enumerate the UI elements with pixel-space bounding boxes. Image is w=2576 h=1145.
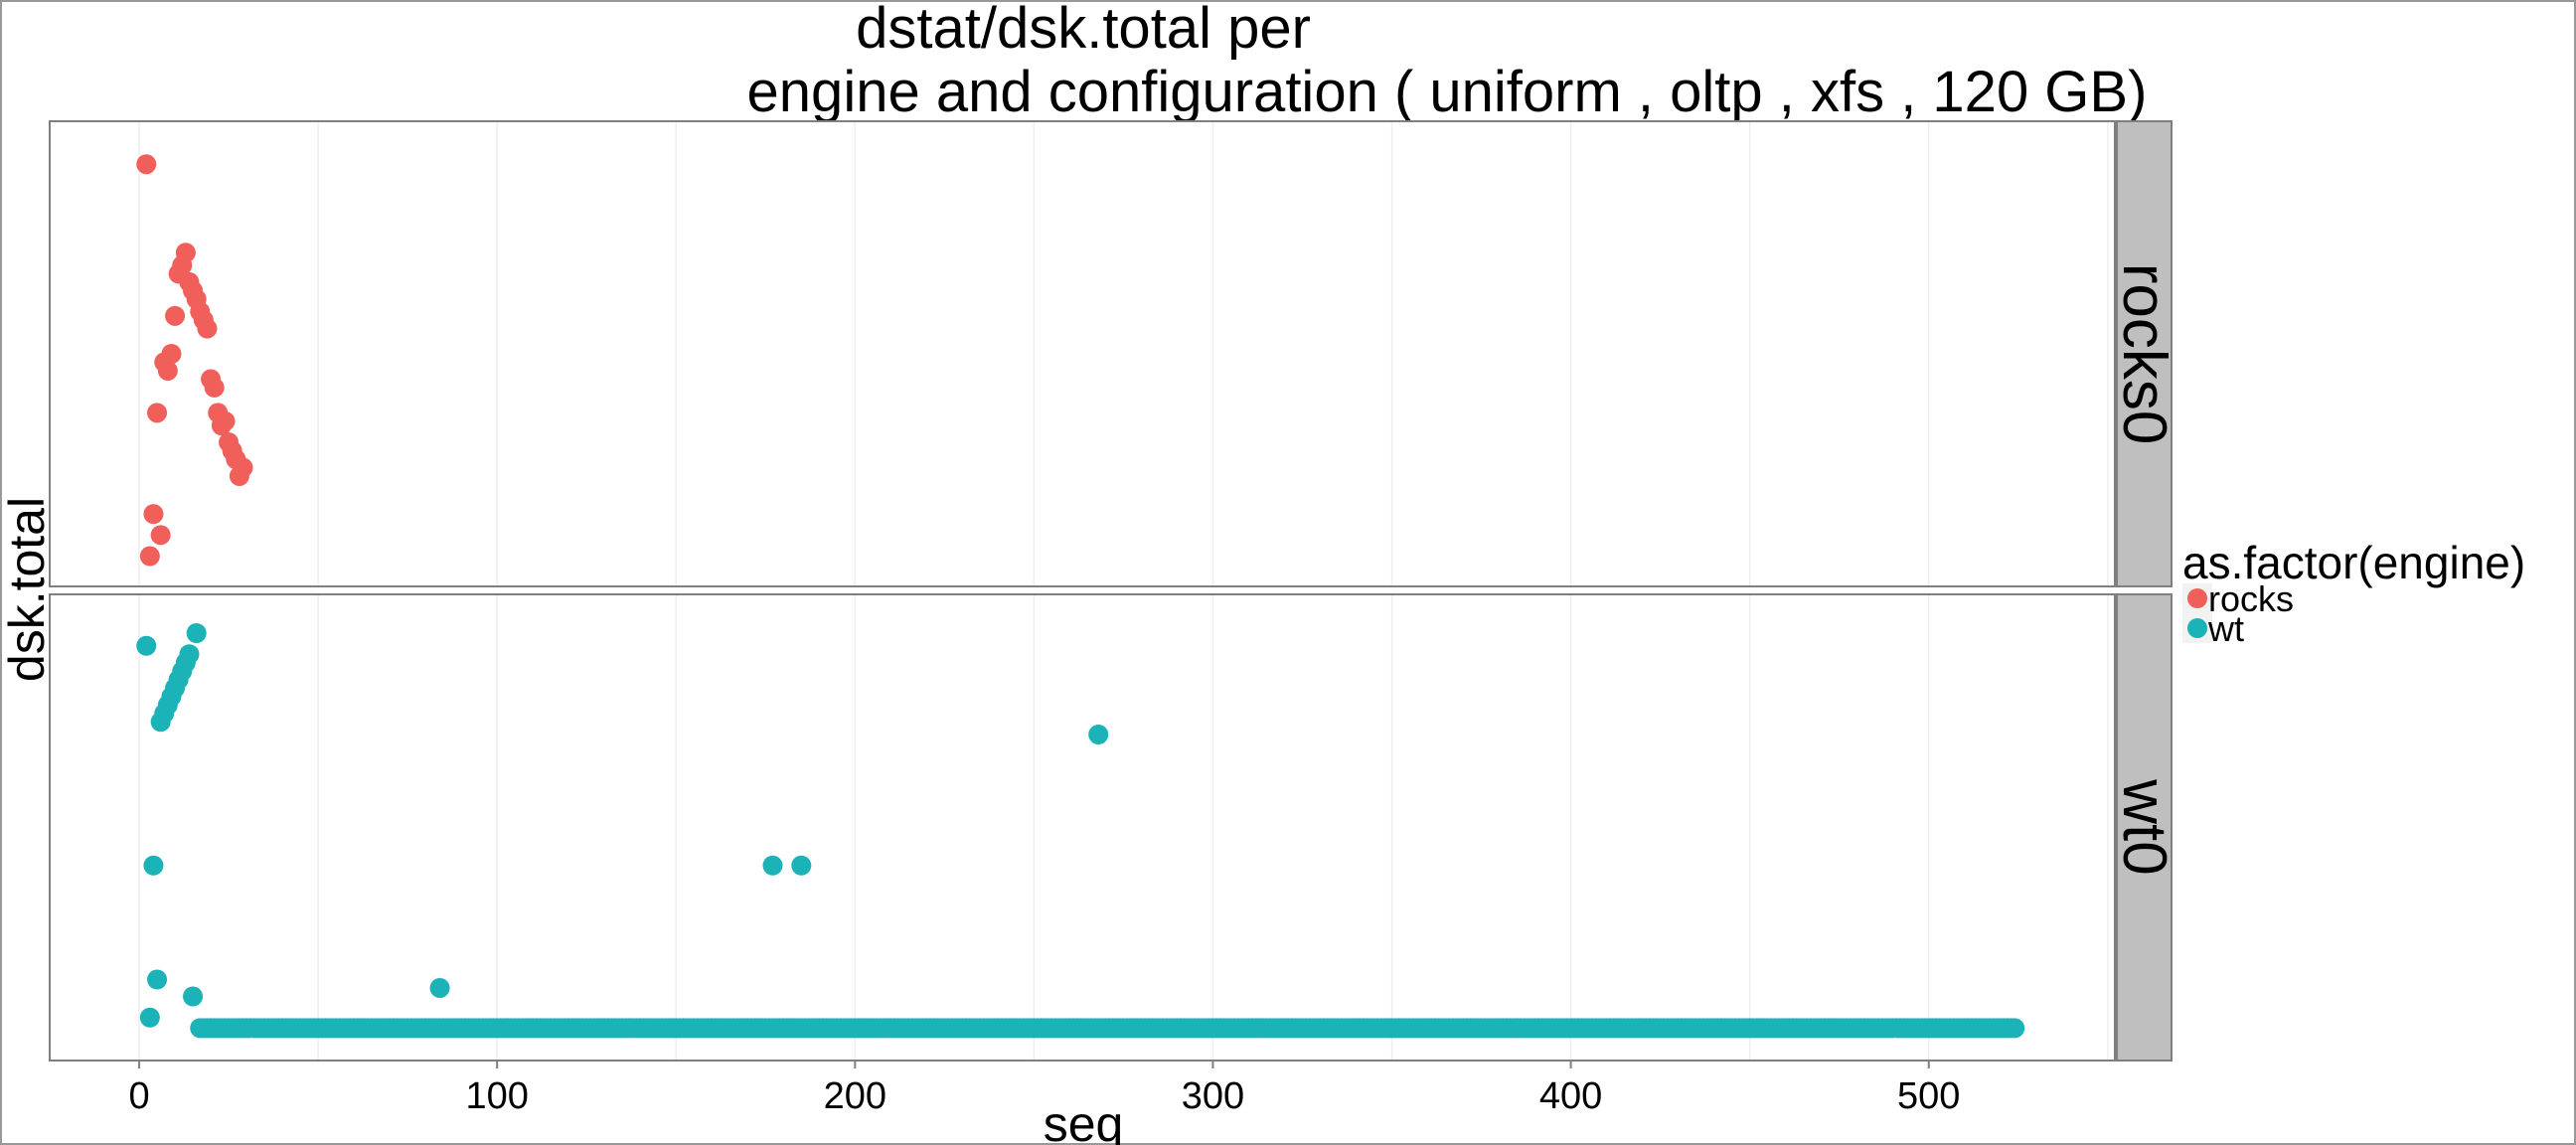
x-axis-label: seq [1044, 1096, 1124, 1145]
data-point-rocks [215, 410, 236, 431]
data-point-rocks [136, 154, 157, 175]
data-point-wt [762, 855, 783, 876]
facet-strip-label-rocks0: rocks0 [2110, 263, 2178, 445]
data-point-wt [147, 969, 168, 990]
chart-title-line1: dstat/dsk.total per [856, 0, 1311, 61]
data-point-rocks [150, 525, 171, 546]
data-point-wt [179, 644, 200, 665]
x-tick-label: 400 [1539, 1075, 1602, 1117]
data-point-wt [183, 986, 204, 1007]
x-tick-label: 300 [1182, 1075, 1244, 1117]
panel-rocks0: rocks0 [49, 120, 2178, 587]
panel-frame [49, 593, 2116, 1062]
facet-strip-label-wt0: wt0 [2110, 778, 2178, 875]
panel-frame [49, 120, 2116, 587]
facet-strip [2116, 593, 2173, 1062]
legend-label-wt: wt [2207, 608, 2244, 649]
data-point-rocks [165, 305, 186, 326]
data-point-rocks [161, 344, 182, 364]
data-point-rocks [175, 243, 196, 263]
data-point-rocks [157, 360, 178, 381]
chart-title-line2: engine and configuration ( uniform , olt… [747, 60, 2148, 124]
x-axis: 0 100 200 300 400 500 [128, 1061, 1960, 1117]
data-point-rocks [233, 457, 253, 478]
legend-label-rocks: rocks [2208, 578, 2294, 619]
data-point-wt [139, 1007, 160, 1028]
data-point-rocks [204, 377, 225, 398]
legend-title: as.factor(engine) [2182, 537, 2525, 588]
data-point-wt [143, 855, 164, 876]
legend-key-wt [2187, 618, 2207, 638]
legend-key-rocks [2187, 588, 2207, 608]
panels-layer: rocks0 wt0 [49, 120, 2178, 1062]
data-point-rocks [139, 546, 160, 567]
data-point-rocks [197, 318, 218, 339]
x-tick-label: 200 [824, 1075, 886, 1117]
data-point-wt [2005, 1018, 2025, 1039]
data-point-wt [136, 635, 157, 656]
x-tick-label: 100 [465, 1075, 528, 1117]
data-point-wt [791, 855, 812, 876]
data-point-wt [429, 978, 450, 998]
data-point-rocks [147, 403, 168, 423]
y-axis-label: dsk.total [0, 497, 55, 682]
data-point-rocks [143, 504, 164, 525]
data-point-wt [186, 623, 207, 643]
facet-strip [2116, 120, 2173, 587]
x-tick-label: 0 [128, 1075, 149, 1117]
x-tick-label: 500 [1897, 1075, 1960, 1117]
panel-wt0: wt0 [49, 593, 2178, 1062]
data-point-wt [1088, 725, 1109, 744]
